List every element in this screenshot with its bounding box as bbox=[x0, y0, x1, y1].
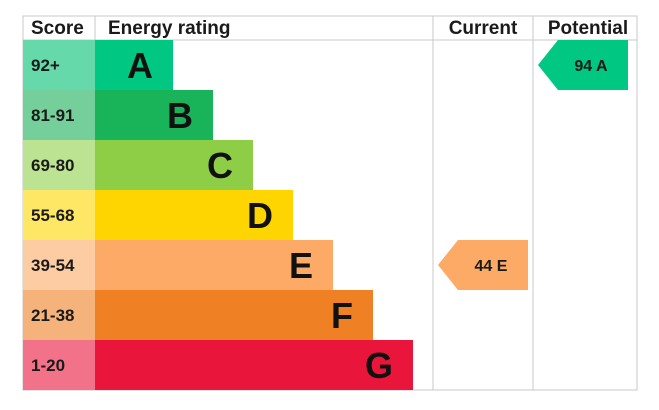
band-bar-a bbox=[95, 40, 173, 90]
score-cell-b bbox=[23, 90, 95, 140]
band-bar-e bbox=[95, 240, 333, 290]
score-label-f: 21-38 bbox=[31, 306, 74, 325]
rating-bands: 92+ A 81-91 B 69-80 C 55-68 D 39-54 E 21-38 F 1-20 G bbox=[23, 40, 413, 390]
band-letter-f: F bbox=[331, 295, 353, 336]
score-cell-g bbox=[23, 340, 95, 390]
rating-arrows: 44 E 94 A bbox=[438, 40, 628, 290]
band-letter-b: B bbox=[167, 95, 193, 136]
current-rating-label: 44 E bbox=[475, 258, 508, 275]
score-label-b: 81-91 bbox=[31, 106, 74, 125]
score-label-e: 39-54 bbox=[31, 256, 75, 275]
band-bar-c bbox=[95, 140, 253, 190]
band-bar-g bbox=[95, 340, 413, 390]
score-cell-d bbox=[23, 190, 95, 240]
header-row: Score Energy rating Current Potential bbox=[31, 18, 628, 39]
current-arrow bbox=[438, 240, 528, 290]
band-bar-f bbox=[95, 290, 373, 340]
band-letter-c: C bbox=[207, 145, 233, 186]
band-letter-a: A bbox=[127, 45, 153, 86]
potential-arrow bbox=[538, 40, 628, 90]
score-label-a: 92+ bbox=[31, 56, 60, 75]
band-bar-b bbox=[95, 90, 213, 140]
band-letter-e: E bbox=[289, 245, 313, 286]
score-cell-e bbox=[23, 240, 95, 290]
band-bar-d bbox=[95, 190, 293, 240]
header-potential: Potential bbox=[548, 18, 628, 39]
header-score: Score bbox=[31, 18, 84, 39]
header-energy-rating: Energy rating bbox=[108, 18, 230, 39]
score-cell-a bbox=[23, 40, 95, 90]
score-cell-f bbox=[23, 290, 95, 340]
band-letter-g: G bbox=[365, 345, 393, 386]
band-letter-d: D bbox=[247, 195, 273, 236]
score-label-g: 1-20 bbox=[31, 356, 65, 375]
score-cell-c bbox=[23, 140, 95, 190]
score-label-d: 55-68 bbox=[31, 206, 74, 225]
header-current: Current bbox=[449, 18, 518, 39]
potential-rating-label: 94 A bbox=[574, 58, 608, 75]
score-label-c: 69-80 bbox=[31, 156, 74, 175]
